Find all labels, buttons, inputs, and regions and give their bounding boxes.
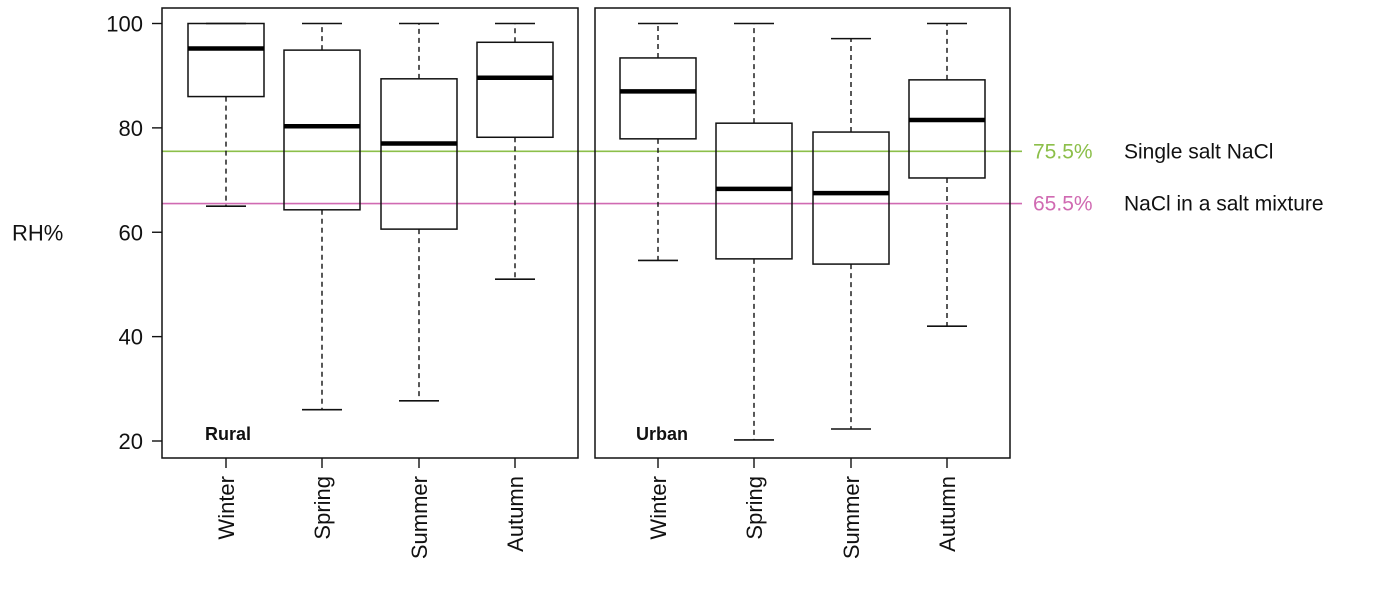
box-iqr — [187, 22, 265, 98]
y-tick-label: 60 — [119, 220, 143, 245]
box-iqr — [908, 79, 986, 179]
x-tick-label: Summer — [407, 476, 432, 559]
x-tick-label: Spring — [310, 476, 335, 540]
y-tick-label: 100 — [106, 12, 143, 37]
reference-line-value-label: 75.5% — [1033, 140, 1093, 163]
y-tick-label: 20 — [119, 429, 143, 454]
x-tick-label: Winter — [214, 476, 239, 540]
box-iqr — [476, 41, 554, 139]
panel-frame — [594, 7, 1011, 459]
panel-frame — [161, 7, 579, 459]
x-tick-label: Winter — [646, 476, 671, 540]
x-tick-label: Autumn — [935, 476, 960, 552]
reference-line-value-label: 65.5% — [1033, 193, 1093, 216]
panel-label: Rural — [205, 424, 251, 444]
panel-label: Urban — [636, 424, 688, 444]
x-tick-label: Spring — [742, 476, 767, 540]
reference-line-label: NaCl in a salt mixture — [1124, 193, 1324, 216]
x-tick-label: Summer — [839, 476, 864, 559]
box-iqr — [812, 131, 890, 265]
box-iqr — [283, 49, 361, 211]
y-tick-label: 40 — [119, 325, 143, 350]
reference-line-label: Single salt NaCl — [1124, 140, 1273, 163]
y-axis-label: RH% — [12, 220, 63, 245]
box-iqr — [619, 57, 697, 140]
x-tick-label: Autumn — [503, 476, 528, 552]
box-iqr — [380, 78, 458, 230]
y-tick-label: 80 — [119, 116, 143, 141]
